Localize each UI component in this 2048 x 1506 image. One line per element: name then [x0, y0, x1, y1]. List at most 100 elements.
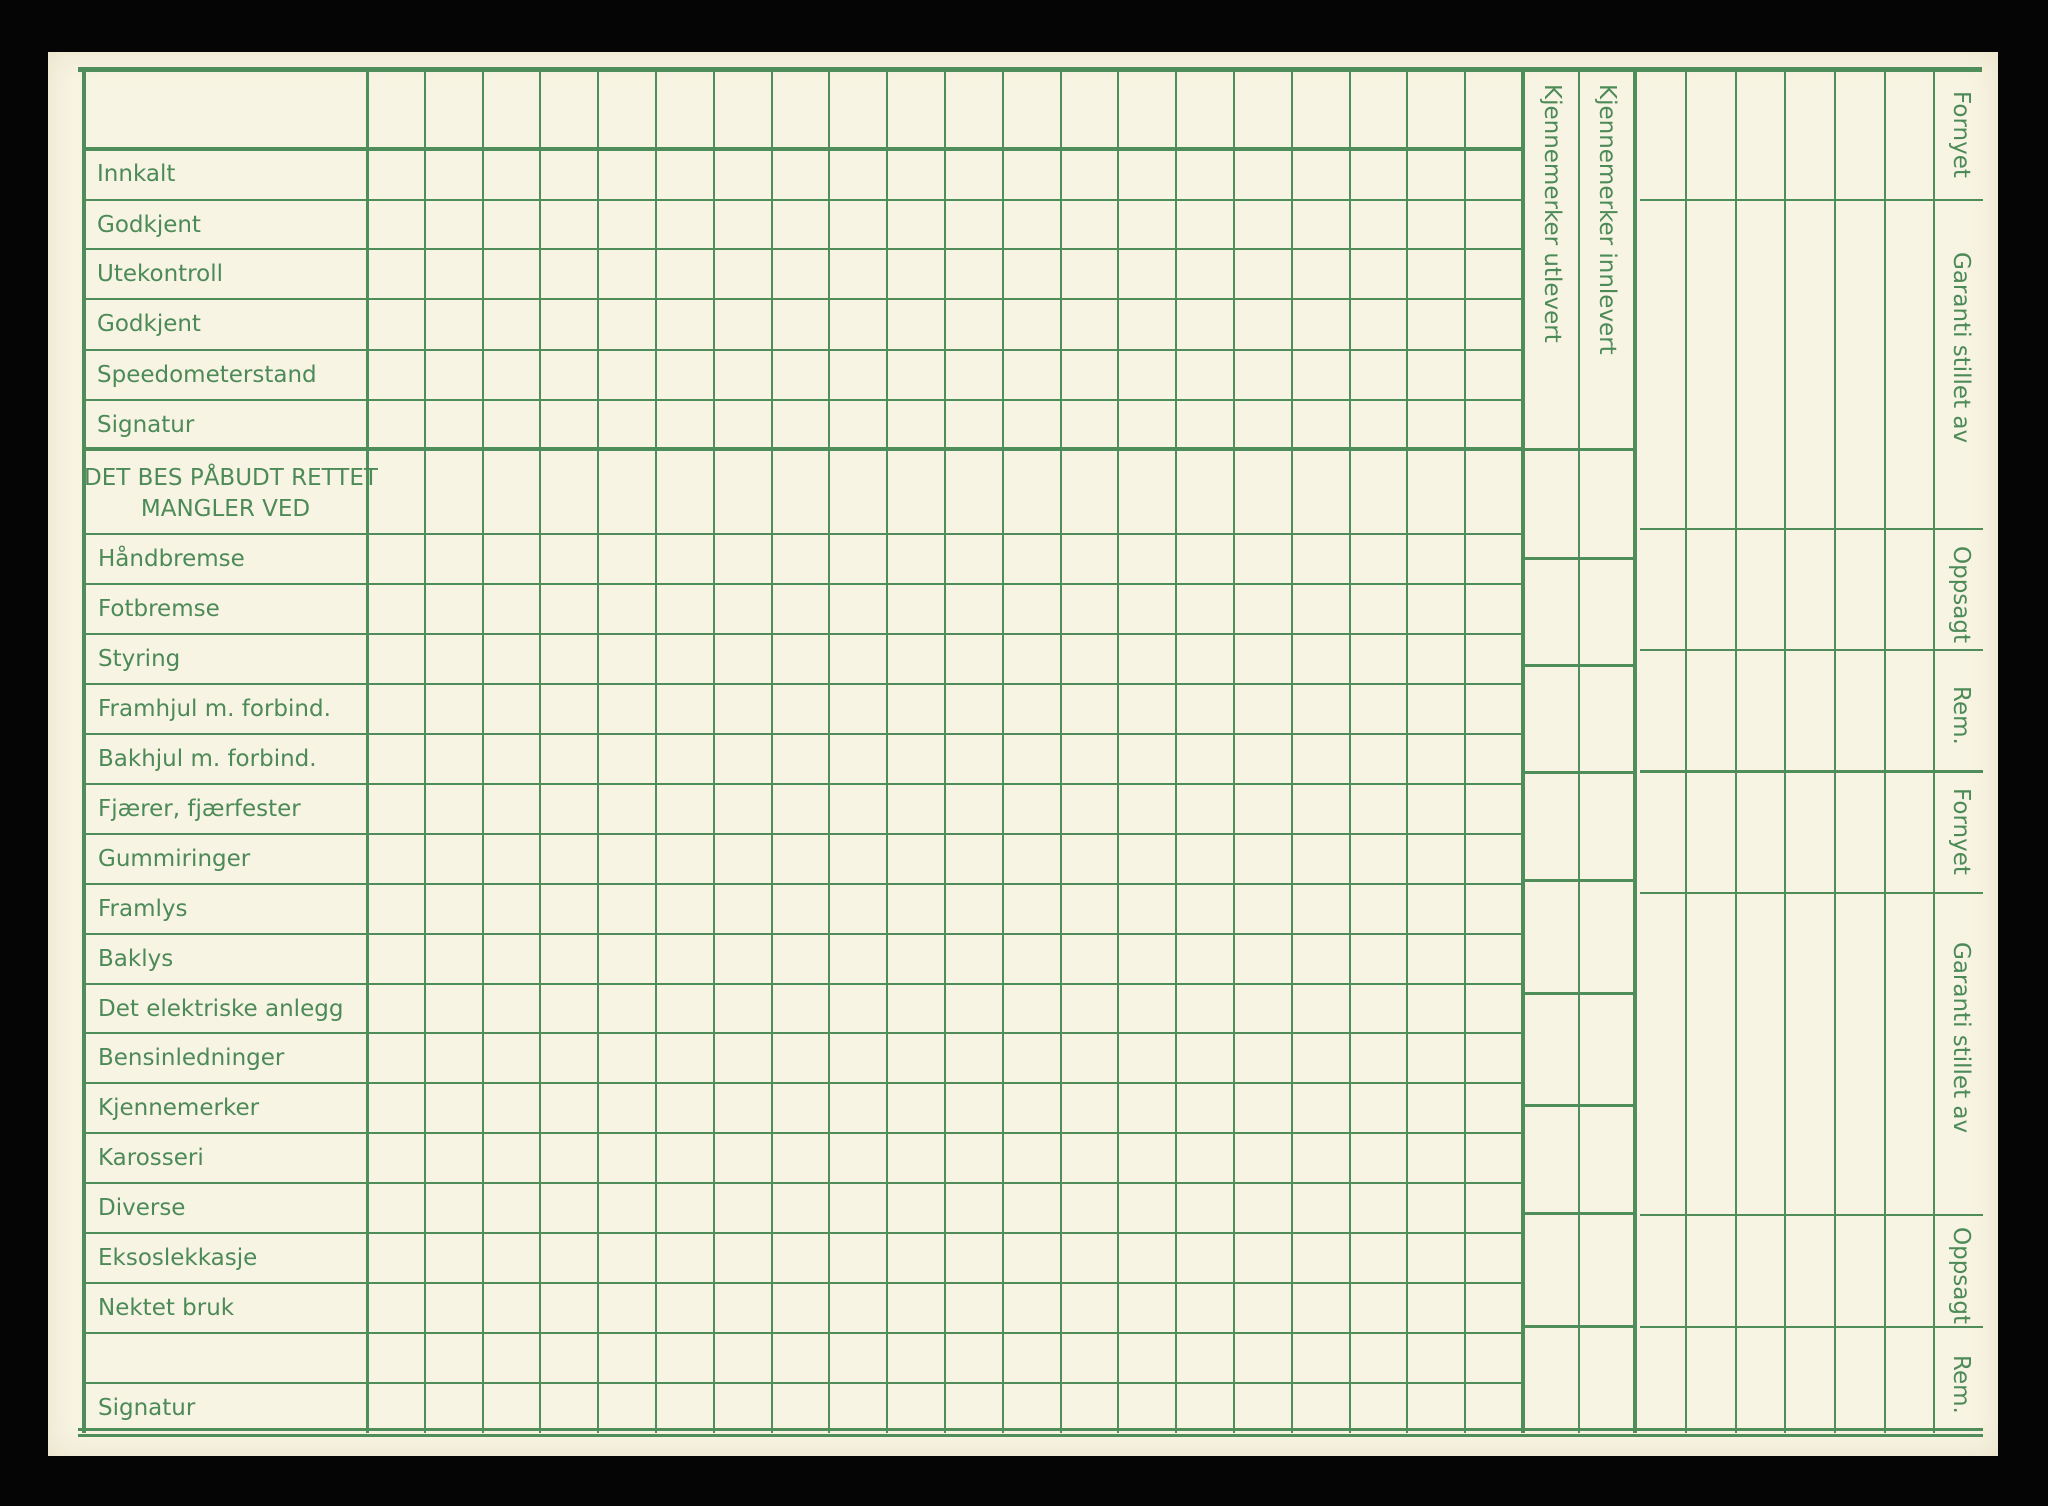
right-column-line: [1834, 69, 1836, 1433]
row-line: [84, 783, 1523, 785]
row-line: [84, 933, 1523, 935]
right-section-divider: [1640, 769, 1983, 773]
plates-row-line: [1523, 663, 1635, 667]
grid-column-line: [482, 69, 484, 1433]
row-line: [84, 883, 1523, 885]
right-label: Garanti stillet av: [1948, 252, 1974, 444]
row-label: Signatur: [97, 412, 195, 438]
header-row-line: [84, 147, 1523, 151]
row-label: Godkjent: [97, 311, 201, 337]
right-label: Fornyet: [1948, 91, 1974, 178]
row-line: [84, 349, 1523, 351]
row-line: [84, 1082, 1523, 1084]
row-line: [84, 1332, 1523, 1334]
grid-column-line: [1060, 69, 1062, 1433]
grid-column-line: [424, 69, 426, 1433]
row-line: [84, 733, 1523, 735]
right-row-line: [1640, 1214, 1983, 1216]
grid-column-line: [1233, 69, 1235, 1433]
row-line: [84, 983, 1523, 985]
row-label: Baklys: [98, 946, 174, 972]
right-label: Rem.: [1948, 686, 1974, 745]
section-heading: MANGLER VED: [140, 496, 311, 522]
row-line: [84, 1182, 1523, 1184]
row-label: Fotbremse: [98, 596, 220, 622]
right-row-line: [1640, 892, 1983, 894]
plates-out-label: Kjennemerker utlevert: [1539, 84, 1565, 343]
row-label: Framlys: [98, 896, 188, 922]
right-label: Fornyet: [1948, 788, 1974, 875]
row-line: [84, 1232, 1523, 1234]
grid-column-line: [944, 69, 946, 1433]
right-row-line: [1640, 528, 1983, 530]
row-label: Gummiringer: [98, 846, 251, 872]
right-row-line: [1640, 1326, 1983, 1328]
plates-row-line: [1523, 770, 1635, 774]
right-column-line: [1735, 69, 1737, 1433]
row-line: [84, 583, 1523, 585]
right-label: Oppsagt: [1948, 1227, 1974, 1324]
plates-column-line: [1633, 69, 1637, 1433]
row-line: [84, 833, 1523, 835]
row-line: [84, 248, 1523, 250]
row-line: [84, 399, 1523, 401]
row-line: [84, 683, 1523, 685]
row-line: [84, 1132, 1523, 1134]
row-label: Nektet bruk: [98, 1295, 235, 1321]
top-border: [78, 66, 1982, 72]
plates-row-line: [1523, 878, 1635, 882]
section-divider: [84, 447, 1523, 451]
grid-column-line: [1002, 69, 1004, 1433]
plates-column-line: [1578, 69, 1580, 1433]
bottom-border: [78, 1433, 1983, 1437]
row-label: Godkjent: [97, 212, 201, 238]
grid-column-line: [597, 69, 599, 1433]
row-label: Karosseri: [98, 1145, 204, 1171]
row-label: Eksoslekkasje: [98, 1245, 258, 1271]
row-label: Det elektriske anlegg: [98, 996, 344, 1022]
plates-row-line: [1523, 991, 1635, 995]
row-label: Diverse: [98, 1195, 186, 1221]
bottom-border: [78, 1427, 1983, 1431]
right-label: Garanti stillet av: [1948, 942, 1974, 1134]
row-label: Styring: [98, 646, 181, 672]
row-line: [84, 1382, 1523, 1384]
row-label: Fjærer, fjærfester: [98, 796, 301, 822]
row-line: [84, 1032, 1523, 1034]
plates-row-line: [1523, 1324, 1635, 1328]
right-row-line: [1640, 199, 1983, 201]
row-label: Signatur: [98, 1395, 196, 1421]
row-label: Utekontroll: [97, 261, 223, 287]
row-line: [84, 1282, 1523, 1284]
row-line: [84, 298, 1523, 300]
plates-row-line: [1523, 556, 1635, 560]
row-label: Kjennemerker: [98, 1095, 260, 1121]
grid-column-line: [886, 69, 888, 1433]
inspection-card: Innkalt Godkjent Utekontroll Godkjent Speedo…: [48, 52, 1998, 1456]
plates-row-line: [1523, 1103, 1635, 1107]
grid-column-line: [1464, 69, 1466, 1433]
right-label-column-line: [1933, 69, 1935, 1433]
row-label: Bensinledninger: [98, 1045, 285, 1071]
plates-in-label: Kjennemerker innlevert: [1594, 84, 1620, 355]
right-column-line: [1784, 69, 1786, 1433]
grid-column-line: [655, 69, 657, 1433]
label-column-line: [365, 69, 369, 1433]
grid-column-line: [1406, 69, 1408, 1433]
plates-column-line: [1521, 69, 1525, 1433]
row-label: Håndbremse: [98, 546, 245, 572]
grid-column-line: [539, 69, 541, 1433]
plates-row-line: [1523, 1211, 1635, 1215]
right-label: Rem.: [1948, 1355, 1974, 1414]
grid-column-line: [828, 69, 830, 1433]
row-label: Speedometerstand: [97, 362, 317, 388]
left-border: [82, 69, 86, 1433]
row-label: Innkalt: [97, 161, 176, 187]
row-label: Bakhjul m. forbind.: [98, 746, 317, 772]
grid-column-line: [1117, 69, 1119, 1433]
right-row-line: [1640, 649, 1983, 651]
grid-column-line: [771, 69, 773, 1433]
right-column-line: [1884, 69, 1886, 1433]
right-column-line: [1685, 69, 1687, 1433]
row-label: Framhjul m. forbind.: [98, 696, 331, 722]
